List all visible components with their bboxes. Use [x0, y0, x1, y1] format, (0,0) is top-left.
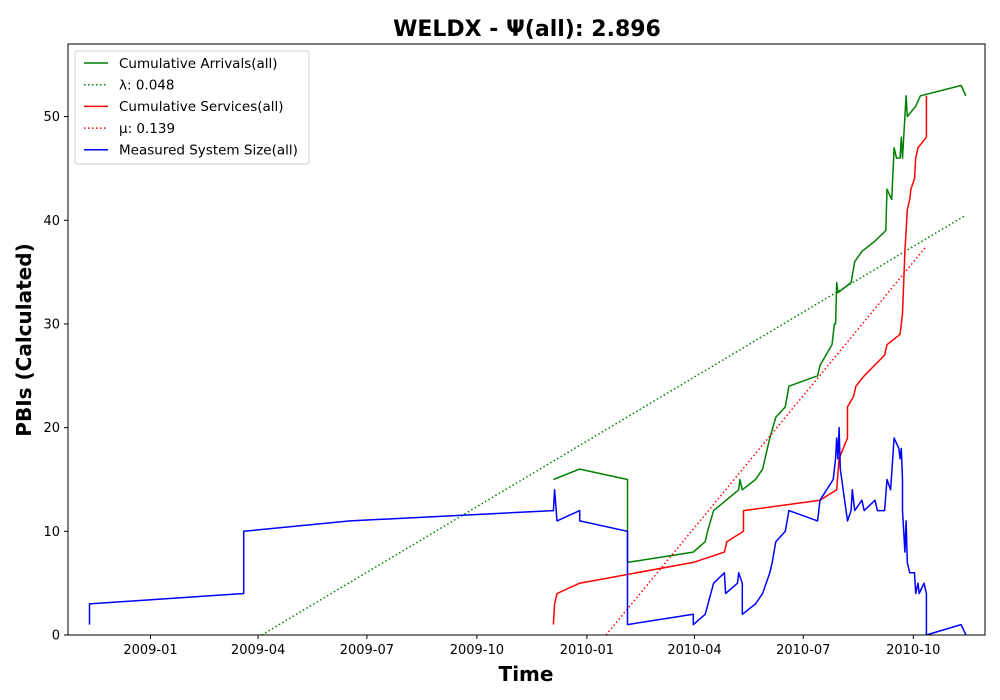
series-layer — [88, 84, 967, 635]
x-tick-label-2010-04: 2010-04 — [667, 643, 721, 658]
x-tick-label-2009-01: 2009-01 — [123, 643, 177, 658]
y-tick-label-40: 40 — [43, 214, 60, 229]
y-tick-label-30: 30 — [43, 317, 60, 332]
y-tick-label-20: 20 — [43, 421, 60, 436]
x-tick-label-2009-10: 2009-10 — [450, 643, 504, 658]
legend-label-4: μ: 0.139 — [119, 121, 175, 137]
x-axis-label: Time — [499, 662, 554, 686]
legend-label-1: Cumulative Arrivals(all) — [119, 56, 278, 72]
x-tick-label-2010-01: 2010-01 — [560, 643, 614, 658]
legend-box — [74, 50, 310, 165]
x-tick-label-2009-07: 2009-07 — [340, 643, 394, 658]
x-tick-label-2010-10: 2010-10 — [886, 643, 940, 658]
series-line-2-0-048 — [261, 214, 967, 635]
series-line-3-cumulative-services-all — [552, 95, 928, 625]
legend-label-3: Cumulative Services(all) — [119, 99, 284, 115]
legend-label-2: λ: 0.048 — [119, 78, 174, 94]
axis-layer: 2009-01 2009-04 2009-07 2009-10 2010-01 2010-… — [43, 110, 940, 658]
y-tick-label-50: 50 — [43, 110, 60, 125]
x-tick-label-2009-04: 2009-04 — [231, 643, 285, 658]
legend-label-5: Measured System Size(all) — [119, 143, 298, 159]
y-tick-label-10: 10 — [43, 525, 60, 540]
series-line-1-cumulative-arrivals-all — [553, 84, 967, 564]
plot-area-frame — [67, 43, 986, 636]
y-tick-label-0: 0 — [52, 629, 60, 644]
x-tick-label-2010-07: 2010-07 — [776, 643, 830, 658]
legend: Cumulative Arrivals(all) λ: 0.048 Cumulati… — [74, 50, 310, 165]
chart-title: WELDX - Ψ(all): 2.896 — [393, 17, 661, 42]
y-axis-label: PBIs (Calculated) — [12, 243, 36, 436]
series-line-5-measured-system-size-all — [88, 426, 967, 635]
